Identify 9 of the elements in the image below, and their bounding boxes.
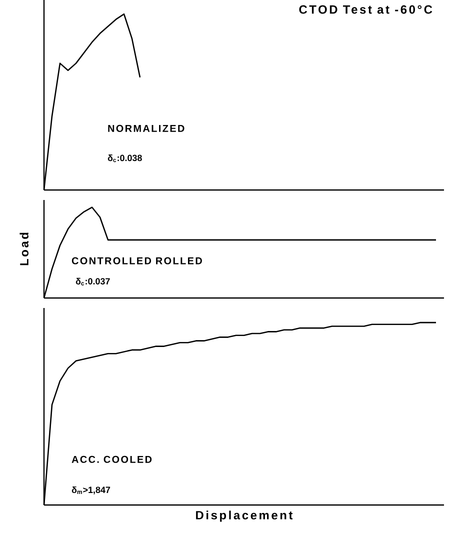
x-axis-title: Displacement <box>196 510 293 522</box>
annotation: δ$_{m}$>1,847 <box>72 486 110 494</box>
annotation: CONTROLLED ROLLED <box>72 257 202 264</box>
annotation: NORMALIZED <box>108 124 184 132</box>
annotation: ACC. COOLED <box>72 456 152 463</box>
annotation: δ$_{c}$:0.038 <box>108 154 142 162</box>
chart-title: CTOD Test at -60°C <box>299 5 432 14</box>
annotation: δ$_{c}$:0.037 <box>76 278 110 286</box>
y-axis-title: Load <box>20 232 28 266</box>
